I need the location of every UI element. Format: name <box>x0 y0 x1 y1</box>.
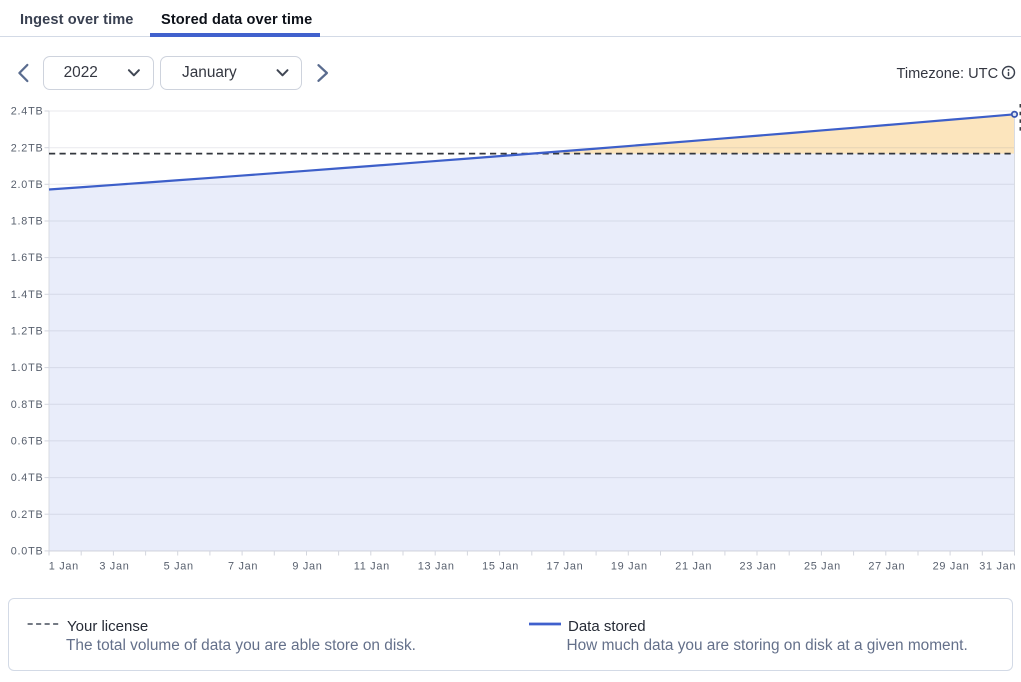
svg-text:9 Jan: 9 Jan <box>292 561 322 573</box>
svg-text:0.8TB: 0.8TB <box>11 399 44 411</box>
svg-text:27 Jan: 27 Jan <box>868 561 905 573</box>
svg-text:3 Jan: 3 Jan <box>99 561 129 573</box>
svg-text:5 Jan: 5 Jan <box>164 561 194 573</box>
svg-text:1.8TB: 1.8TB <box>11 216 44 228</box>
svg-text:2.2TB: 2.2TB <box>11 142 44 154</box>
svg-text:17 Jan: 17 Jan <box>546 561 583 573</box>
svg-text:1.4TB: 1.4TB <box>11 289 44 301</box>
svg-text:2.4TB: 2.4TB <box>11 106 44 118</box>
svg-text:25 Jan: 25 Jan <box>804 561 841 573</box>
svg-text:13 Jan: 13 Jan <box>418 561 455 573</box>
svg-text:1.2TB: 1.2TB <box>11 326 44 338</box>
svg-text:23 Jan: 23 Jan <box>740 561 777 573</box>
svg-text:7 Jan: 7 Jan <box>228 561 258 573</box>
svg-text:0.0TB: 0.0TB <box>11 546 44 558</box>
svg-text:0.4TB: 0.4TB <box>11 472 44 484</box>
svg-text:2.0TB: 2.0TB <box>11 179 44 191</box>
svg-text:31 Jan: 31 Jan <box>979 561 1016 573</box>
svg-text:11 Jan: 11 Jan <box>354 561 390 573</box>
svg-text:0.2TB: 0.2TB <box>11 509 44 521</box>
svg-text:15 Jan: 15 Jan <box>482 561 519 573</box>
svg-text:21 Jan: 21 Jan <box>675 561 712 573</box>
svg-text:19 Jan: 19 Jan <box>611 561 648 573</box>
svg-text:1.0TB: 1.0TB <box>11 362 44 374</box>
svg-text:1 Jan: 1 Jan <box>49 561 79 573</box>
svg-text:0.6TB: 0.6TB <box>11 436 44 448</box>
svg-text:29 Jan: 29 Jan <box>933 561 970 573</box>
svg-text:1.6TB: 1.6TB <box>11 252 44 264</box>
